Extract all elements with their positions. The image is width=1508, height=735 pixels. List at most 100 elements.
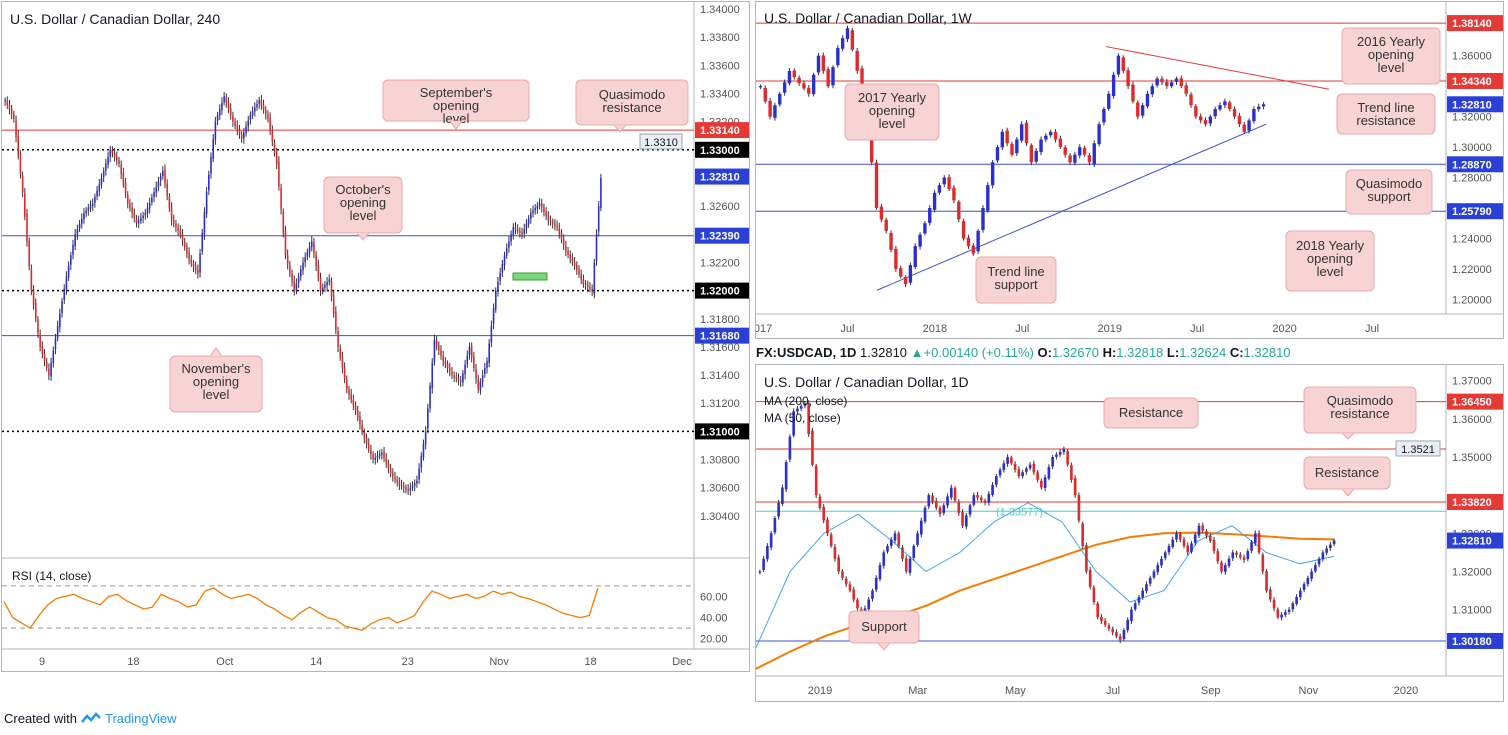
chart-panel-w1[interactable]: 1.36000 1.32000 1.30000 1.28000 1.24000 1.220… — [748, 1, 1504, 339]
candle-body — [448, 367, 451, 372]
candle-body — [562, 239, 565, 246]
w1-chart[interactable]: 1.36000 1.32000 1.30000 1.28000 1.24000 1.220… — [748, 2, 1503, 338]
callout-line: opening — [193, 374, 239, 389]
candle-body — [1066, 451, 1069, 465]
candle-body — [964, 515, 968, 527]
candle-body — [197, 269, 199, 274]
candle-body — [530, 213, 532, 219]
d1-chart[interactable]: (1.33577) 1.370001.360001.350001.330001.… — [755, 365, 1503, 701]
candle-body — [1136, 102, 1140, 117]
price-tag-text: 1.28870 — [1452, 159, 1492, 171]
price-tag-text: 1.32810 — [1452, 99, 1492, 111]
candle-body — [30, 268, 33, 291]
candle-body — [1329, 544, 1332, 549]
candle-body — [144, 213, 147, 216]
price-tick-label: 1.28000 — [1452, 173, 1492, 185]
candle-body — [208, 174, 210, 191]
candle-body — [1126, 619, 1130, 631]
candle-body — [306, 251, 309, 257]
candle-body — [245, 126, 247, 134]
candle-body — [262, 104, 265, 110]
candle-body — [1121, 57, 1125, 71]
price-tag-text: 1.32810 — [700, 172, 740, 184]
candle-body — [1036, 472, 1039, 480]
candle-body — [286, 254, 289, 265]
candle-body — [280, 188, 282, 210]
candle-body — [479, 382, 482, 390]
candle-body — [841, 571, 844, 578]
candle-body — [1174, 78, 1179, 82]
ohlc-close: 1.32810 — [1243, 345, 1291, 360]
candle-body — [359, 416, 361, 425]
candle-body — [600, 177, 602, 208]
candle-body — [227, 102, 230, 109]
candle-body — [821, 55, 826, 71]
candle-body — [142, 215, 144, 219]
callout-line: Trend line — [1357, 100, 1414, 115]
callout-line: level — [443, 111, 470, 126]
candle-body — [826, 519, 829, 534]
candle-body — [457, 378, 460, 381]
candle-body — [497, 281, 499, 292]
price-tick-label: 1.35000 — [1452, 452, 1492, 464]
candle-body — [131, 207, 133, 214]
candle-body — [1131, 84, 1135, 102]
candle-body — [1182, 539, 1186, 547]
candle-body — [341, 356, 344, 369]
candle-body — [151, 197, 153, 203]
h4-chart[interactable]: 60.00 40.00 20.00 1.34000 1.33800 1.33600 1.3… — [2, 2, 751, 671]
candle-body — [19, 154, 22, 174]
callout-line: opening — [869, 103, 915, 118]
candle-body — [120, 164, 122, 174]
candle-body — [532, 210, 534, 213]
candle-body — [567, 251, 569, 255]
candle-body — [1167, 546, 1171, 553]
candle-body — [569, 254, 572, 259]
candle-body — [829, 534, 833, 547]
candle-body — [565, 245, 567, 252]
candle-body — [591, 288, 593, 291]
svg-text:Resistance: Resistance — [1119, 405, 1183, 420]
candle-body — [376, 456, 379, 458]
price-tick-label: 1.36000 — [1452, 414, 1492, 426]
candle-body — [225, 96, 228, 103]
candle-body — [102, 170, 105, 178]
created-with-text: Created with — [4, 711, 77, 726]
candle-body — [446, 364, 449, 369]
candle-body — [1029, 145, 1034, 163]
candle-body — [972, 495, 976, 505]
candle-body — [1115, 632, 1118, 637]
candle-body — [836, 48, 840, 66]
candle-body — [1051, 456, 1054, 467]
candle-body — [221, 102, 223, 110]
ohlc-header: FX:USDCAD, 1D 1.32810 ▲+0.00140 (+0.11%)… — [756, 345, 1291, 360]
chart-panel-h4[interactable]: 60.00 40.00 20.00 1.34000 1.33800 1.33600 1.3… — [1, 1, 751, 672]
candle-body — [1081, 523, 1084, 547]
candle-body — [1247, 120, 1251, 131]
candle-body — [54, 338, 57, 349]
candle-body — [1242, 557, 1246, 561]
candle-body — [254, 107, 256, 112]
price-tick-label: 1.31400 — [700, 370, 740, 382]
candle-body — [803, 403, 807, 406]
candle-body — [976, 230, 980, 252]
time-tick-label: 2018 — [923, 323, 947, 335]
candle-body — [1213, 109, 1217, 117]
candle-body — [80, 218, 83, 224]
candle-body — [826, 69, 830, 87]
candle-body — [490, 325, 493, 343]
candle-body — [466, 355, 469, 364]
candle-body — [1165, 81, 1169, 87]
candle-body — [126, 194, 129, 204]
tradingview-brand[interactable]: TradingView — [104, 711, 177, 726]
candle-body — [1043, 477, 1047, 488]
candle-body — [781, 487, 784, 505]
chart-panel-d1[interactable]: (1.33577) 1.370001.360001.350001.330001.… — [755, 364, 1504, 702]
candle-body — [961, 221, 966, 239]
candle-body — [505, 248, 508, 256]
candle-body — [1000, 131, 1005, 148]
price-tick-label: 1.30400 — [700, 511, 740, 523]
candle-body — [1102, 109, 1106, 123]
candle-body — [374, 457, 377, 460]
price-tick-label: 1.30600 — [700, 483, 740, 495]
